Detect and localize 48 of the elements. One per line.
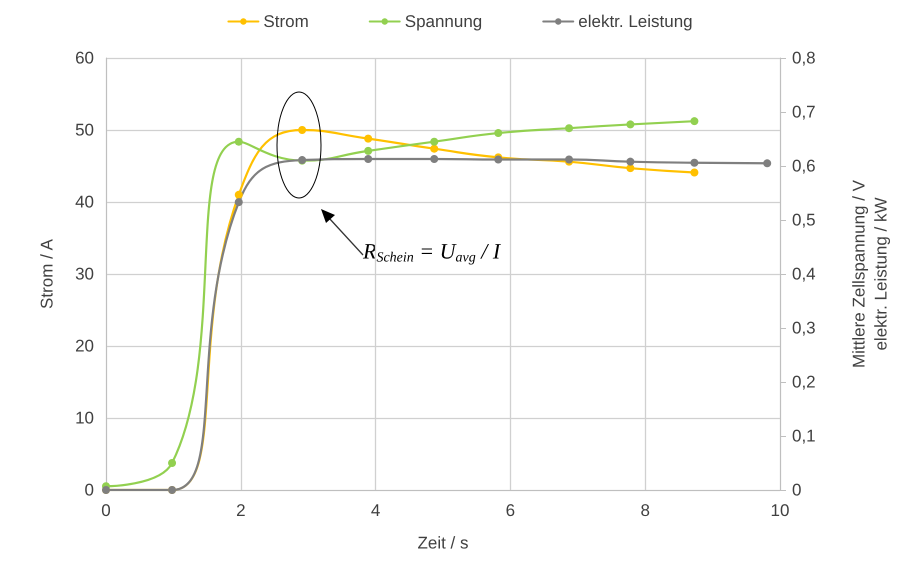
point [364,154,372,163]
x-tick-label: 10 [770,501,790,520]
point [690,168,698,176]
point [763,159,772,168]
x-tick-label: 0 [101,501,111,520]
y2-tick-label: 0,6 [792,156,816,176]
point [234,138,243,146]
y2-axis-title: Mittlere Zellspannung / V elektr. Leistung / kW [850,179,890,368]
point [690,117,698,126]
point [626,158,634,166]
x-tick-label: 6 [506,501,516,520]
point [234,198,243,206]
legend-label: Spannung [404,12,482,31]
y-tick-label: 0 [84,480,94,500]
point [364,134,372,143]
point [494,129,502,138]
y2-tick-label: 0,5 [792,210,816,230]
y2-tick-label: 0,4 [792,264,816,284]
point [494,156,502,164]
y2-tick-label: 0,8 [792,48,816,68]
y2-tick-label: 0 [792,480,802,500]
point [565,124,574,132]
y-tick-label: 50 [75,120,94,140]
x-tick-label: 2 [236,501,246,520]
y-tick-label: 60 [75,48,94,68]
y-tick-label: 10 [75,408,94,428]
y-tick-label: 40 [75,192,94,212]
point [364,146,372,155]
x-axis-title: Zeit / s [417,534,469,552]
y2-tick-label: 0,3 [792,318,816,338]
point [626,120,634,128]
y2-tick-label: 0,1 [792,426,816,446]
y-tick-label: 30 [75,264,94,284]
y2-tick-label: 0,7 [792,102,816,122]
point [168,459,176,467]
point [298,126,306,134]
point [234,190,243,199]
point [430,154,438,163]
y2-tick-label: 0,2 [792,372,816,392]
legend-label: elektr. Leistung [578,12,693,31]
point [430,144,438,153]
x-tick-label: 4 [370,501,380,520]
legend-label: Strom [263,12,309,31]
point [690,158,698,167]
x-tick-label: 8 [640,501,650,520]
y-tick-label: 20 [75,336,94,356]
point [430,138,438,146]
y-axis-title: Strom / A [38,238,56,309]
